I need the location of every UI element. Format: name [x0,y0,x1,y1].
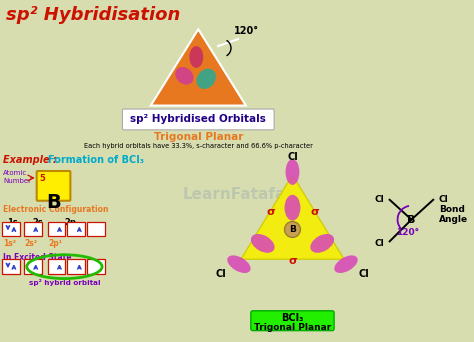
Bar [24,222,42,236]
Bar [67,259,85,274]
Text: 2s²: 2s² [25,239,38,248]
Text: Atomic
Number: Atomic Number [3,170,31,184]
Text: Cl: Cl [375,195,384,204]
Text: Cl: Cl [358,269,369,279]
Text: sp² hybrid orbital: sp² hybrid orbital [29,279,100,286]
Ellipse shape [285,159,300,185]
Text: Cl: Cl [438,195,448,204]
Text: sp² Hybridisation: sp² Hybridisation [6,6,180,24]
Ellipse shape [175,67,193,84]
Bar [2,222,20,236]
Polygon shape [151,29,246,106]
Ellipse shape [284,195,301,221]
Bar [87,222,105,236]
Text: B: B [289,225,296,234]
FancyBboxPatch shape [251,311,334,331]
Circle shape [284,222,301,237]
Text: Trigonal Planar: Trigonal Planar [254,323,331,332]
Bar [24,259,42,274]
Text: 2p: 2p [64,218,76,227]
Text: 2s: 2s [33,218,44,227]
Text: Cl: Cl [216,269,227,279]
Text: σ: σ [310,207,319,216]
Text: BCl₃: BCl₃ [281,313,304,323]
Bar [67,222,85,236]
Text: sp² Hybridised Orbitals: sp² Hybridised Orbitals [130,115,266,124]
Text: Formation of BCl₃: Formation of BCl₃ [47,155,144,165]
Text: σ: σ [267,207,275,216]
Text: Cl: Cl [287,152,298,162]
Text: 5: 5 [40,174,46,183]
Text: 1s²: 1s² [3,239,16,248]
Text: In Excited State: In Excited State [3,253,72,262]
Ellipse shape [251,234,274,253]
Ellipse shape [310,234,334,253]
Text: Example :: Example : [3,155,60,165]
Text: B: B [46,193,61,212]
Text: Cl: Cl [375,239,384,248]
Bar [47,222,65,236]
Ellipse shape [227,255,251,273]
Ellipse shape [196,69,216,89]
FancyBboxPatch shape [122,109,274,130]
Text: 1s: 1s [7,218,18,227]
Text: Each hybrid orbitals have 33.3%, s-character and 66.6% p-character: Each hybrid orbitals have 33.3%, s-chara… [84,143,313,149]
Text: σ: σ [289,256,297,266]
Text: Bond
Angle: Bond Angle [439,205,468,224]
Text: 2p¹: 2p¹ [48,239,63,248]
Text: LearnFatafat: LearnFatafat [182,187,293,202]
Polygon shape [241,175,344,259]
Ellipse shape [334,255,358,273]
Ellipse shape [189,46,203,68]
Text: Electronic Configuration: Electronic Configuration [3,205,109,214]
Text: B: B [407,214,416,225]
Text: 120°: 120° [396,228,419,237]
Bar [47,259,65,274]
Bar [2,259,20,274]
Text: Trigonal Planar: Trigonal Planar [154,132,243,142]
FancyBboxPatch shape [36,171,71,201]
Bar [87,259,105,274]
Text: 120°: 120° [234,26,259,36]
